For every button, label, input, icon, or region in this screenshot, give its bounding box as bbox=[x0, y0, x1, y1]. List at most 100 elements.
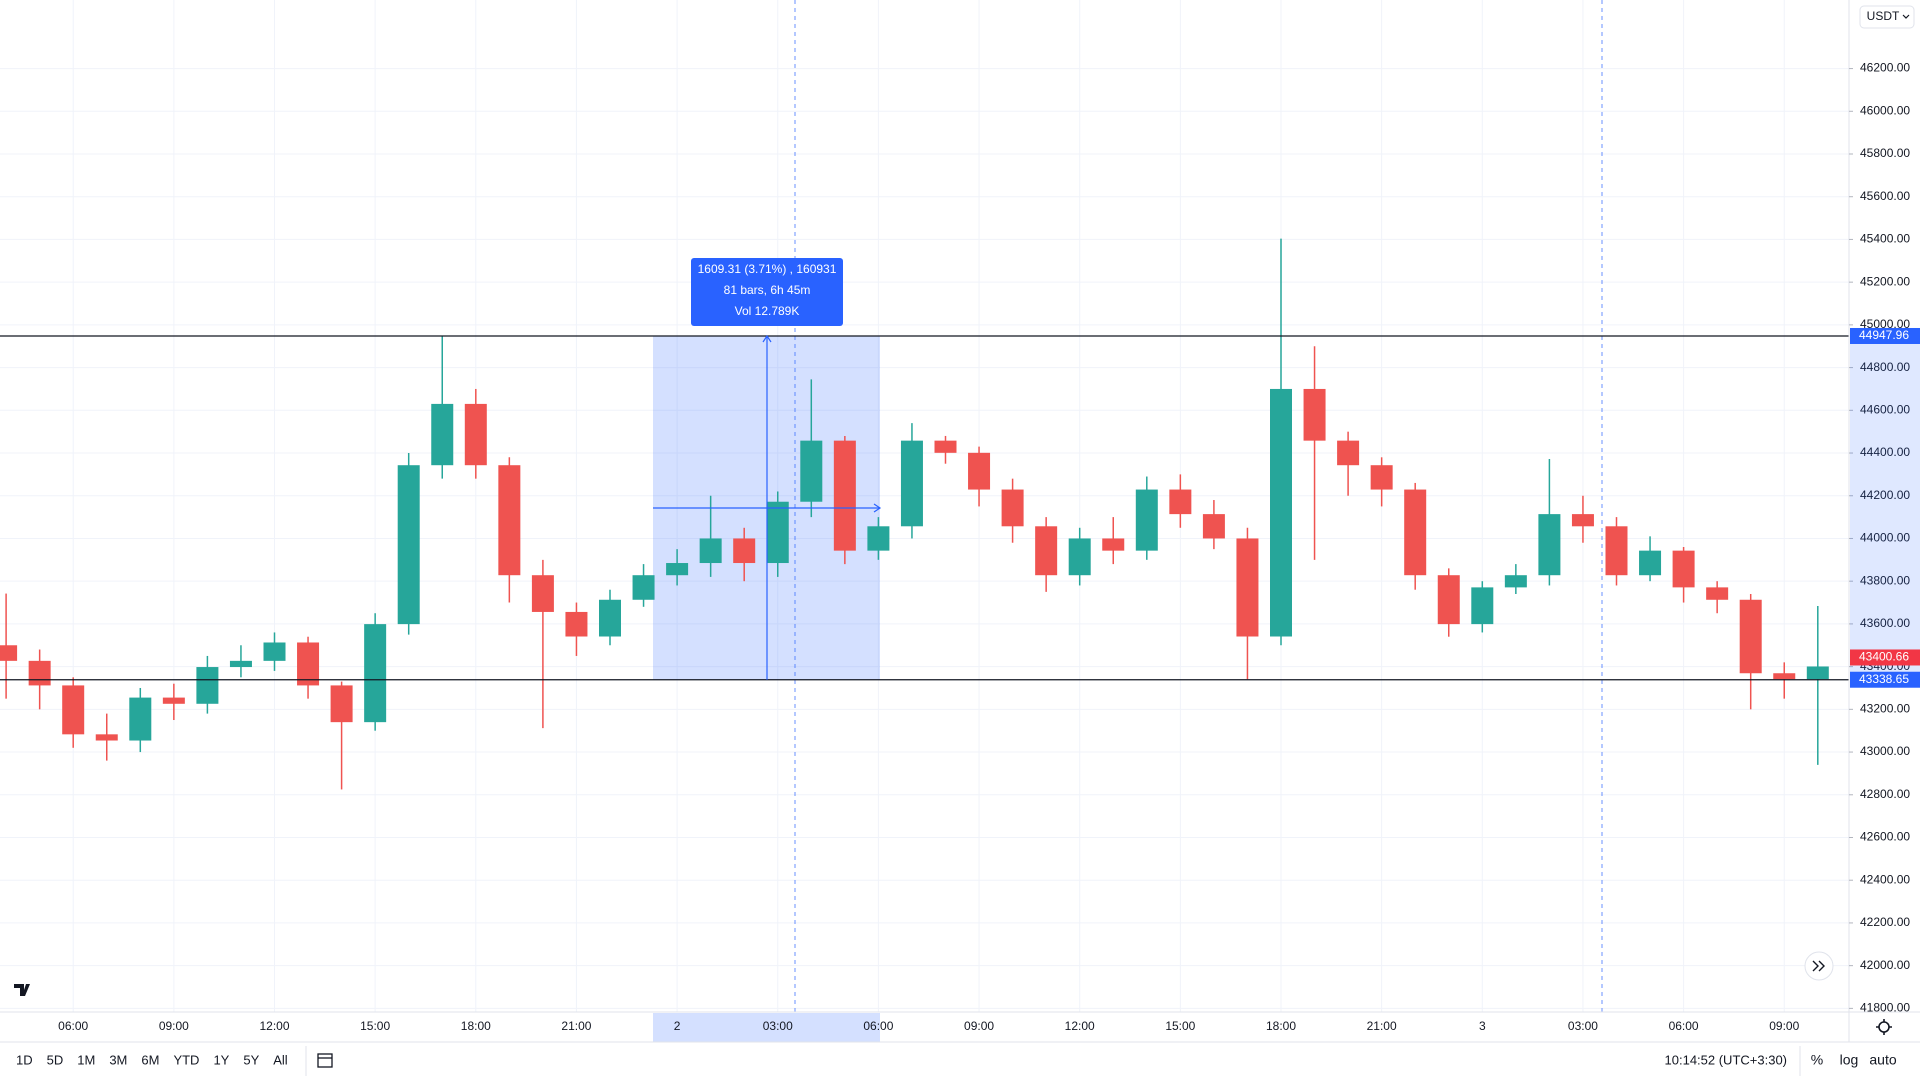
currency-label: USDT bbox=[1867, 9, 1900, 23]
x-tick-label: 09:00 bbox=[159, 1019, 189, 1033]
candle-body bbox=[833, 440, 856, 551]
y-tick-label: 43000.00 bbox=[1860, 744, 1910, 758]
measure-tooltip-text: 81 bars, 6h 45m bbox=[724, 283, 811, 297]
candle-body bbox=[1102, 538, 1125, 551]
range-button[interactable]: All bbox=[273, 1052, 288, 1067]
candle-body bbox=[129, 697, 152, 741]
candle-body bbox=[1303, 388, 1326, 441]
measure-arrow-head bbox=[762, 334, 772, 343]
range-button[interactable]: 1Y bbox=[213, 1052, 229, 1067]
y-tick-label: 43800.00 bbox=[1860, 573, 1910, 587]
candle-body bbox=[766, 501, 789, 564]
axis-layer: 41800.00 42000.00 42200.00 42400.00 42600.00… bbox=[58, 61, 1920, 1033]
candle-body bbox=[297, 642, 320, 686]
candle-body bbox=[1202, 514, 1225, 539]
range-button[interactable]: 5Y bbox=[243, 1052, 259, 1067]
x-tick-label: 06:00 bbox=[58, 1019, 88, 1033]
price-label: 43338.65 bbox=[1859, 672, 1909, 686]
last-price-bg bbox=[1850, 649, 1920, 666]
y-tick-label: 46000.00 bbox=[1860, 103, 1910, 117]
range-button[interactable]: YTD bbox=[173, 1052, 199, 1067]
candle-body bbox=[1504, 575, 1527, 588]
scale-option[interactable]: auto bbox=[1869, 1052, 1896, 1068]
scroll-button[interactable] bbox=[1804, 951, 1834, 981]
candle-layer bbox=[0, 238, 1829, 790]
candle-body bbox=[1605, 526, 1628, 576]
x-tick-label: 06:00 bbox=[863, 1019, 893, 1033]
y-tick-label: 43600.00 bbox=[1860, 616, 1910, 630]
candle-body bbox=[699, 538, 722, 564]
y-tick-label: 45400.00 bbox=[1860, 232, 1910, 246]
range-button[interactable]: 6M bbox=[141, 1052, 159, 1067]
candle-body bbox=[1773, 673, 1796, 680]
goto-date-icon[interactable] bbox=[317, 1053, 333, 1068]
scroll-icon bbox=[1812, 960, 1825, 972]
last-price-label: 43400.66 bbox=[1859, 650, 1909, 664]
candle-body bbox=[431, 403, 454, 466]
y-tick-label: 45800.00 bbox=[1860, 146, 1910, 160]
x-tick-label: 3 bbox=[1479, 1019, 1486, 1033]
x-tick-label: 12:00 bbox=[1065, 1019, 1095, 1033]
candle-body bbox=[263, 642, 286, 661]
candle-body bbox=[1370, 465, 1393, 490]
candle-body bbox=[1270, 388, 1292, 637]
price-axis-range bbox=[1850, 343, 1920, 672]
candle-body bbox=[229, 660, 252, 668]
price-label-bg bbox=[1850, 327, 1920, 344]
y-tick-label: 41800.00 bbox=[1860, 1001, 1910, 1015]
candle-body bbox=[498, 465, 521, 576]
candle-body bbox=[1437, 575, 1460, 625]
y-tick-label: 44800.00 bbox=[1860, 360, 1910, 374]
y-tick-label: 42200.00 bbox=[1860, 915, 1910, 929]
candle-body bbox=[1672, 550, 1695, 588]
x-tick-label: 15:00 bbox=[360, 1019, 390, 1033]
currency-button[interactable] bbox=[1859, 5, 1915, 29]
candle-body bbox=[1135, 489, 1158, 551]
candle-body bbox=[364, 624, 387, 723]
range-button[interactable]: 1D bbox=[16, 1052, 33, 1067]
price-label-bg bbox=[1850, 671, 1920, 688]
y-tick-label: 42600.00 bbox=[1860, 830, 1910, 844]
x-tick-label: 18:00 bbox=[461, 1019, 491, 1033]
range-button[interactable]: 3M bbox=[109, 1052, 127, 1067]
candle-body bbox=[1001, 489, 1024, 527]
range-button[interactable]: 5D bbox=[47, 1052, 64, 1067]
x-tick-label: 09:00 bbox=[1769, 1019, 1799, 1033]
candle-body bbox=[1571, 514, 1594, 527]
measure-tooltip-text: Vol 12.789K bbox=[735, 304, 800, 318]
candle-body bbox=[1739, 599, 1762, 674]
y-tick-label: 43200.00 bbox=[1860, 702, 1910, 716]
candle-body bbox=[1068, 538, 1091, 576]
candle-body bbox=[666, 563, 689, 576]
logo[interactable] bbox=[14, 984, 30, 996]
x-tick-label: 12:00 bbox=[259, 1019, 289, 1033]
y-tick-label: 44600.00 bbox=[1860, 402, 1910, 416]
candle-body bbox=[0, 645, 18, 661]
x-tick-label: 03:00 bbox=[763, 1019, 793, 1033]
y-tick-label: 42800.00 bbox=[1860, 787, 1910, 801]
x-tick-label: 06:00 bbox=[1669, 1019, 1699, 1033]
candle-body bbox=[800, 440, 823, 502]
y-tick-label: 45200.00 bbox=[1860, 274, 1910, 288]
candle-body bbox=[565, 611, 588, 637]
candle-body bbox=[162, 697, 185, 704]
measure-tooltip-text: 1609.31 (3.71%) , 160931 bbox=[698, 262, 837, 276]
scale-option[interactable]: log bbox=[1840, 1052, 1859, 1068]
measure-arrow-head bbox=[873, 503, 882, 513]
overlay-layer: 1609.31 (3.71%) , 160931 81 bars, 6h 45m V… bbox=[0, 258, 1849, 681]
candle-body bbox=[1236, 538, 1259, 637]
x-tick-label: 03:00 bbox=[1568, 1019, 1598, 1033]
candle-body bbox=[1538, 514, 1561, 576]
currency-caret bbox=[1902, 14, 1910, 19]
y-tick-label: 42000.00 bbox=[1860, 958, 1910, 972]
range-button[interactable]: 1M bbox=[77, 1052, 95, 1067]
candle-body bbox=[531, 575, 554, 612]
y-tick-label: 45000.00 bbox=[1860, 317, 1910, 331]
scale-option[interactable]: % bbox=[1811, 1052, 1823, 1068]
candle-body bbox=[464, 403, 487, 466]
y-tick-label: 42400.00 bbox=[1860, 872, 1910, 886]
candle-body bbox=[1169, 489, 1192, 515]
